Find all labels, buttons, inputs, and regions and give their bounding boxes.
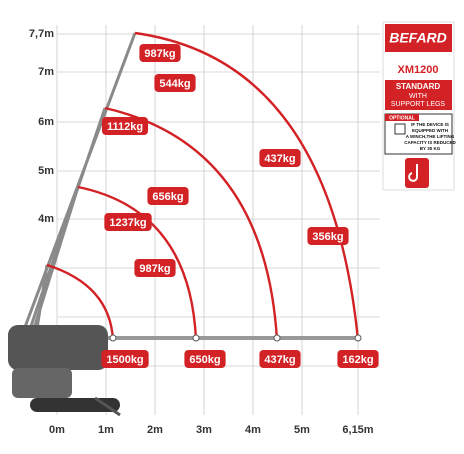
note: A WINCH,THE LIFTING	[406, 134, 455, 139]
load-label: 544kg	[159, 78, 190, 90]
load-label: 987kg	[139, 263, 170, 275]
load-label: 1112kg	[107, 121, 143, 133]
optional: OPTIONAL	[389, 115, 415, 121]
load-badge	[101, 117, 149, 135]
load-badge	[134, 259, 176, 277]
arc	[134, 31, 360, 341]
load-badge	[104, 213, 152, 231]
y-label: 7m	[38, 66, 54, 78]
note: IF THE DEVICE IS	[411, 122, 449, 127]
y-label: 4m	[38, 213, 54, 225]
joint	[192, 334, 200, 342]
load-badge	[307, 227, 349, 245]
arc	[77, 185, 198, 341]
x-label: 3m	[196, 424, 212, 436]
arc	[46, 263, 115, 341]
y-label: 5m	[38, 165, 54, 177]
load-badge	[259, 149, 301, 167]
x-label: 5m	[294, 424, 310, 436]
load-label: 987kg	[144, 48, 175, 60]
load-badge	[147, 187, 189, 205]
brand: BEFARD	[389, 30, 447, 46]
load-label: 650kg	[189, 354, 220, 366]
info-panel: BEFARD XM1200 STANDARD WITH SUPPORT LEGS…	[382, 21, 457, 191]
y-label: 7,7m	[29, 28, 54, 40]
load-badge	[154, 74, 196, 92]
x-label: 4m	[245, 424, 261, 436]
note: CAPACITY IS REDUCED	[404, 140, 456, 145]
y-label: 6m	[38, 116, 54, 128]
with: WITH	[409, 93, 427, 100]
load-label: 356kg	[312, 231, 343, 243]
load-label: 162kg	[342, 354, 373, 366]
load-label: 1237kg	[109, 217, 146, 229]
load-label: 1500kg	[106, 354, 143, 366]
crane	[8, 32, 360, 417]
joint	[273, 334, 281, 342]
load-badge	[337, 350, 379, 368]
joint	[109, 334, 117, 342]
load-badge	[184, 350, 226, 368]
x-label: 0m	[49, 424, 65, 436]
legs: SUPPORT LEGS	[391, 101, 446, 108]
load-arcs	[46, 31, 360, 341]
joint	[354, 334, 362, 342]
load-label: 656kg	[152, 191, 183, 203]
x-label: 2m	[147, 424, 163, 436]
load-label: 437kg	[264, 153, 295, 165]
x-label: 6,15m	[342, 424, 373, 436]
model: XM1200	[398, 64, 439, 76]
load-label: 437kg	[264, 354, 295, 366]
load-badge	[259, 350, 301, 368]
note: BY 30 KG	[420, 146, 441, 151]
x-label: 1m	[98, 424, 114, 436]
note: EQUIPPED WITH	[412, 128, 448, 133]
load-badge	[101, 350, 149, 368]
standard: STANDARD	[396, 82, 441, 91]
load-badge	[139, 44, 181, 62]
